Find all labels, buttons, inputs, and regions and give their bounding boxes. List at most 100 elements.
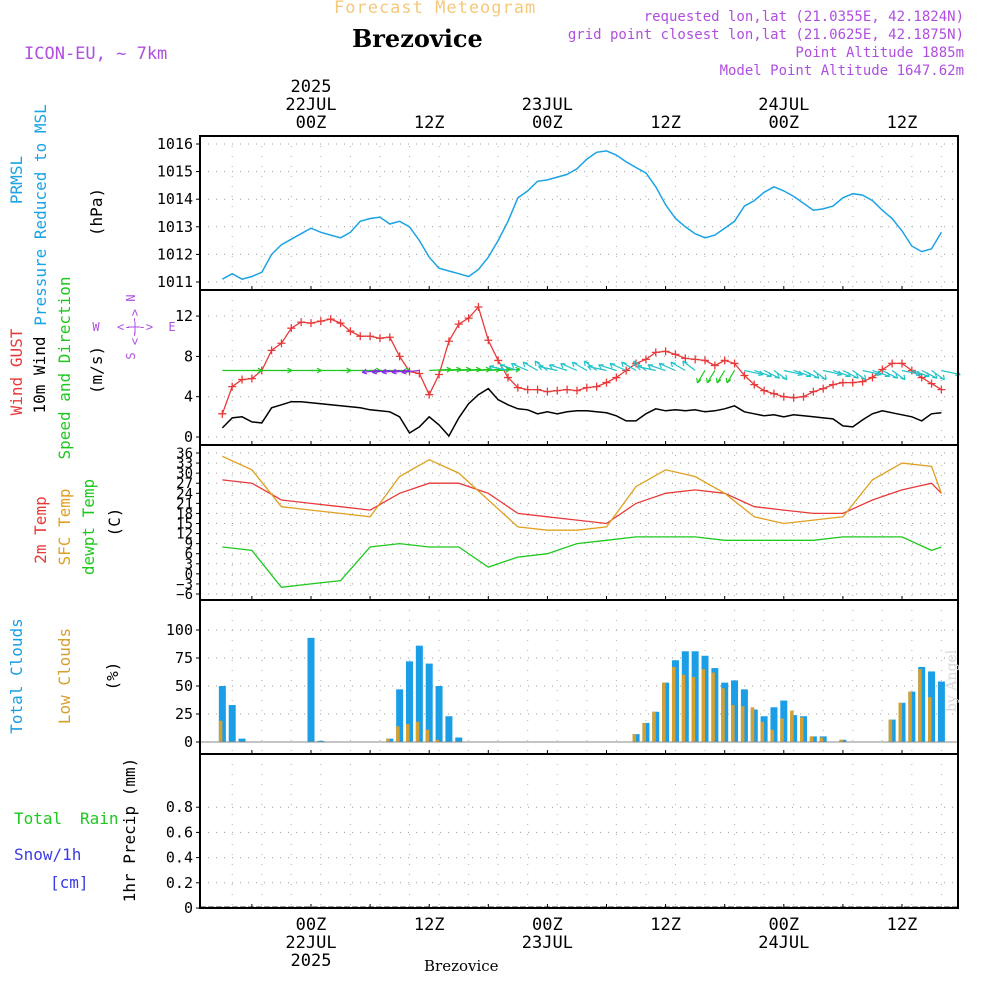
wind-arrow-head <box>560 362 566 369</box>
top-time-label: 12Z <box>650 113 681 133</box>
wind-gust-point <box>346 327 355 336</box>
wind-direction-arrow <box>872 369 890 378</box>
wind-gust-point <box>730 359 739 368</box>
low-clouds-bar <box>386 738 390 742</box>
total-clouds-bar <box>238 738 246 742</box>
total-clouds-bar <box>455 737 463 742</box>
wind-gust-point <box>228 382 237 391</box>
low-clouds-bar <box>750 707 755 742</box>
low-clouds-bar <box>425 729 430 742</box>
bottom-year-label: 2025 <box>291 951 332 971</box>
wind-arrow-head <box>900 374 906 381</box>
low-clouds-bar <box>780 718 784 742</box>
compass-w: W <box>92 320 100 334</box>
wind-arrow-head <box>725 377 732 384</box>
wind-arrow-head <box>705 377 712 384</box>
low-clouds-bar <box>396 726 400 742</box>
wind-arrow-head <box>391 368 397 375</box>
wind-gust-point <box>602 378 611 387</box>
wind-arrow-head <box>534 360 540 367</box>
wind-gust-point <box>789 393 798 402</box>
low-clouds-bar <box>898 702 902 742</box>
bottom-date-label: 23JUL <box>522 933 573 953</box>
wind-direction-arrow <box>538 365 558 372</box>
wind-gust-point <box>454 320 463 329</box>
wind-direction-arrow <box>381 369 400 373</box>
temp-panel-frame <box>199 444 959 601</box>
wind-arrow-head <box>892 373 899 379</box>
wind-direction-arrow <box>659 362 676 372</box>
wind-gust-point <box>385 333 394 342</box>
grid-coords: grid point closest lon,lat (21.0625E, 42… <box>567 27 964 43</box>
wind-gust-point <box>769 389 778 398</box>
precip-snow-unit-label: [cm] <box>50 873 89 892</box>
pressure-ytick-label: 1011 <box>157 273 193 291</box>
wind-arrow-head <box>682 360 688 367</box>
compass-n: N <box>124 294 138 301</box>
temp-ytick-label: 15 <box>176 517 193 533</box>
wind-gust-point <box>247 374 256 383</box>
wind-direction-arrow <box>391 369 410 373</box>
wind-gust-point <box>612 373 621 382</box>
wind-direction-arrow <box>862 369 882 376</box>
pressure-unit-label: (hPa) <box>87 188 106 236</box>
wind-gust-point <box>553 386 562 395</box>
wind-direction-arrow <box>621 361 637 372</box>
precip-rain-label: Rain <box>80 809 119 828</box>
total-clouds-bar <box>228 705 236 742</box>
wind-arrow-head <box>636 365 642 371</box>
low-clouds-bar <box>701 669 705 742</box>
wind-direction-arrow <box>842 369 859 379</box>
wind-gust-point <box>888 359 897 368</box>
low-clouds-bar <box>918 669 922 742</box>
clouds-ytick-label: 0 <box>184 733 193 751</box>
wind-arrow-head <box>939 374 945 381</box>
temp-ytick-label: 33 <box>176 456 193 472</box>
wind-gust-label: Wind GUST <box>7 328 26 415</box>
wind-arrow-head <box>361 368 368 375</box>
top-title: Forecast Meteogram <box>334 0 537 18</box>
wind-arrow-head <box>499 364 506 370</box>
wind-gust-point <box>641 355 650 364</box>
footer-station: Brezovice <box>424 957 499 975</box>
wind-direction-arrow <box>682 360 696 371</box>
wind-direction-arrow <box>813 370 827 381</box>
wind-ytick-label: 0 <box>184 428 193 446</box>
low-clouds-bar <box>908 691 912 742</box>
wind-direction-arrow <box>911 369 930 378</box>
wind-gust-point <box>375 334 384 343</box>
wind-gust-point <box>218 409 227 418</box>
pressure-msl-label: Pressure Reduced to MSL <box>31 104 50 326</box>
temp-dewpt-line <box>222 536 942 588</box>
total-clouds-bar <box>307 637 315 742</box>
wind-arrow-head <box>670 361 676 368</box>
temp-ytick-label: −3 <box>176 577 193 593</box>
precip-panel-frame <box>199 753 959 909</box>
wind-gust-point <box>740 371 749 380</box>
low-clouds-bar <box>731 705 735 742</box>
wind-direction-arrow <box>647 364 666 372</box>
low-clouds-bar <box>740 706 745 742</box>
wind-gust-point <box>779 392 788 401</box>
wind-direction-arrow <box>823 369 843 376</box>
prmsl-line <box>222 150 943 281</box>
wind-arrow-head <box>587 365 593 371</box>
wind-gust-point <box>395 352 404 361</box>
wind-arrow-head <box>932 373 938 379</box>
wind-direction-arrow <box>783 369 803 376</box>
total-clouds-bar <box>406 661 413 742</box>
wind-gust-point <box>691 355 700 364</box>
wind-gust-point <box>592 382 601 391</box>
wind-arrow-head <box>715 377 722 384</box>
low-clouds-bar <box>642 722 646 742</box>
wind-gust-point <box>848 378 857 387</box>
top-date-label: 23JUL <box>522 95 573 115</box>
wind-arrow-head <box>381 368 387 375</box>
low-clouds-bar <box>415 721 420 742</box>
wind-gust-point <box>661 347 670 356</box>
temp-ytick-label: 12 <box>176 527 193 543</box>
low-clouds-bar <box>819 737 824 742</box>
wind-ytick-label: 8 <box>184 347 193 365</box>
prmsl-label: PRMSL <box>7 156 26 204</box>
temp-ytick-label: 0 <box>185 567 193 583</box>
